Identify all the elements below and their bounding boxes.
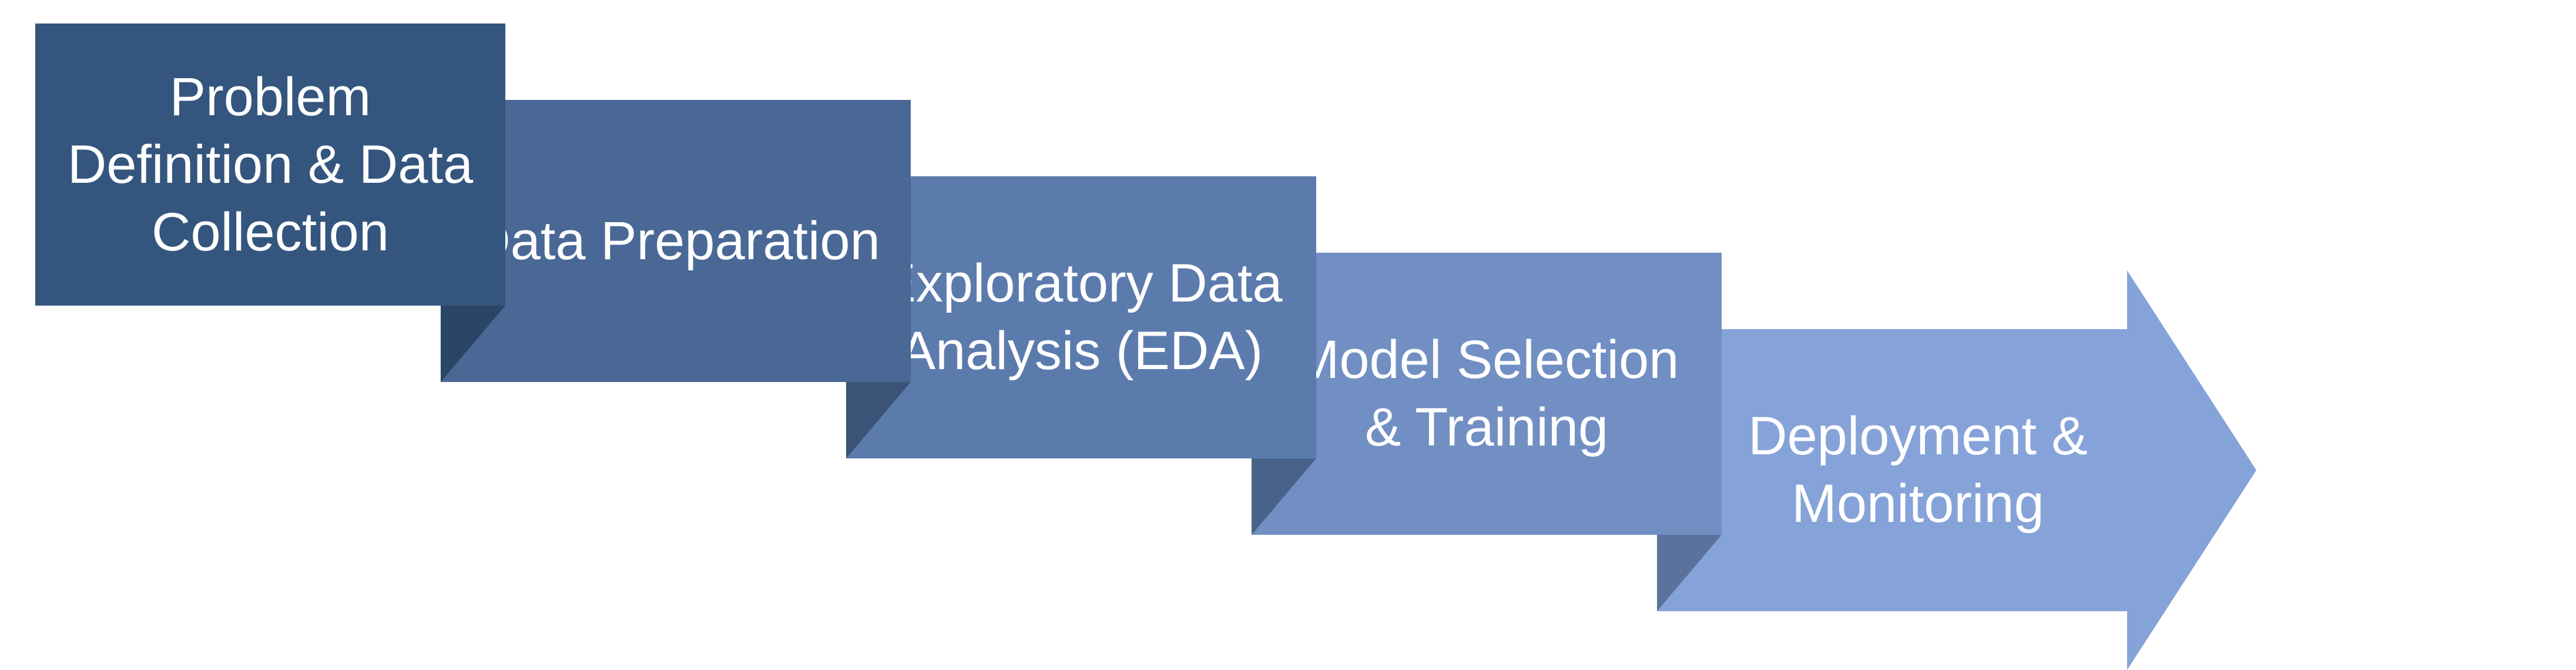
process-step: Model Selection & Training: [1252, 253, 1722, 535]
step-fold: [441, 306, 505, 382]
process-step: Exploratory Data Analysis (EDA): [846, 176, 1316, 458]
process-step: Problem Definition & Data Collection: [35, 24, 505, 306]
process-step: Data Preparation: [441, 100, 911, 382]
step-fold: [1657, 535, 1722, 611]
process-step-label: Problem Definition & Data Collection: [59, 63, 482, 266]
process-step-label: Deployment & Monitoring: [1657, 329, 2179, 611]
step-fold: [846, 382, 911, 458]
process-step-label: Model Selection & Training: [1275, 326, 1698, 461]
process-step-label: Data Preparation: [471, 207, 880, 275]
process-flow-diagram: Deployment & MonitoringModel Selection &…: [0, 0, 2576, 658]
step-fold: [1252, 458, 1316, 535]
process-step-label: Exploratory Data Analysis (EDA): [870, 250, 1293, 385]
